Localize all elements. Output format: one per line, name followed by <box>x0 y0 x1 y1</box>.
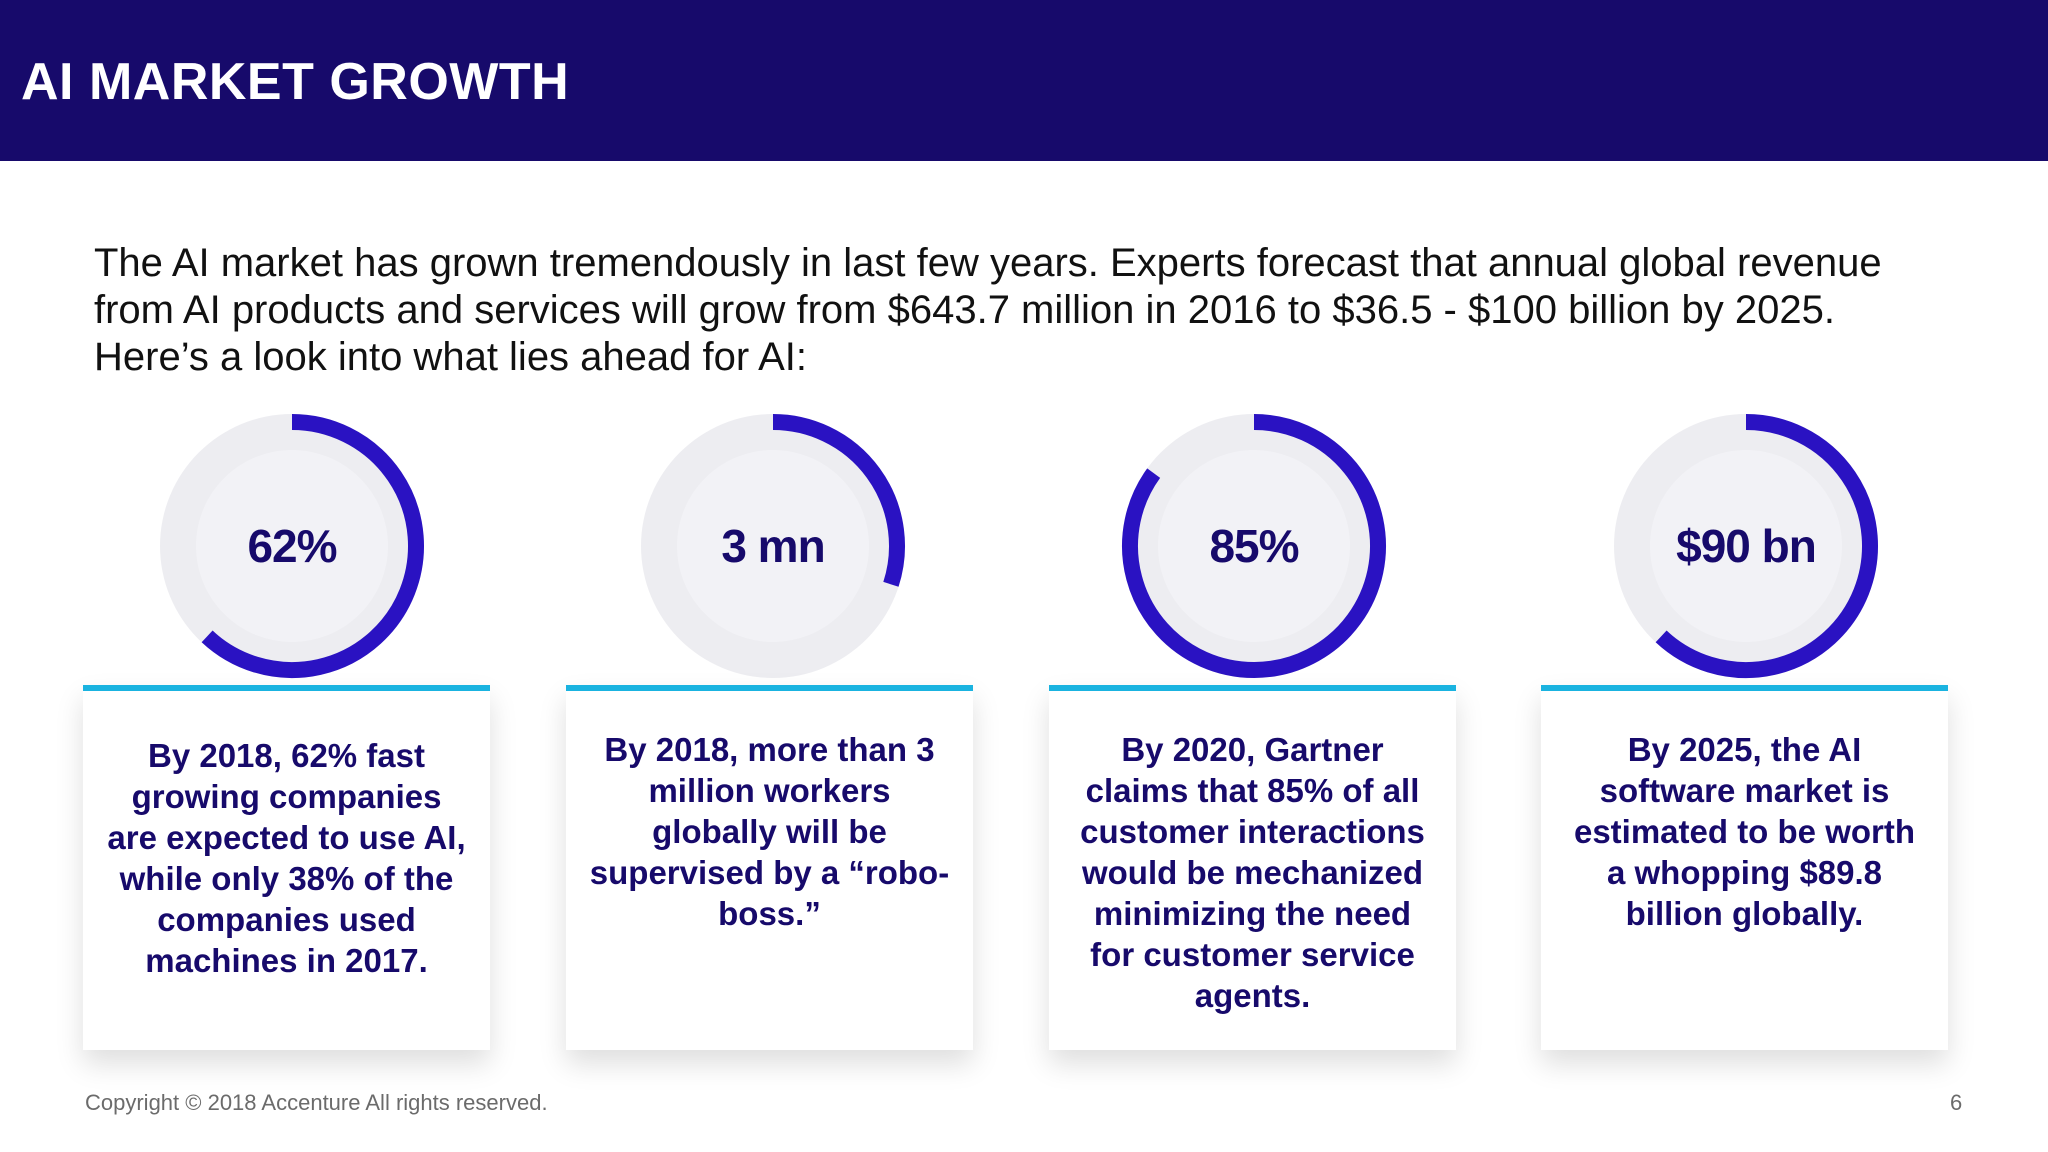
stat-description: By 2018, more than 3 million workers glo… <box>589 731 950 932</box>
ring-chart <box>1122 414 1386 678</box>
stat-column-3: 85% By 2020, Gartner claims that 85% of … <box>1049 410 1456 1055</box>
stat-column-2: 3 mn By 2018, more than 3 million worker… <box>566 410 973 1055</box>
ring-progress-arc <box>1122 414 1386 678</box>
ring-progress-arc <box>201 414 424 678</box>
stat-card: By 2020, Gartner claims that 85% of all … <box>1049 685 1456 1050</box>
ring-chart <box>641 414 905 678</box>
stat-description: By 2018, 62% fast growing companies are … <box>107 737 466 979</box>
progress-ring: $90 bn <box>1610 410 1882 682</box>
stat-card: By 2018, more than 3 million workers glo… <box>566 685 973 1050</box>
stat-card: By 2018, 62% fast growing companies are … <box>83 685 490 1050</box>
stat-value: 85% <box>1209 520 1299 572</box>
intro-paragraph: The AI market has grown tremendously in … <box>94 241 1882 379</box>
progress-ring: 62% <box>156 410 428 682</box>
page-number: 6 <box>1950 1090 1963 1115</box>
stat-value: 62% <box>247 520 337 572</box>
ring-inner-disc <box>196 450 388 642</box>
ring-chart <box>1614 414 1878 678</box>
stat-value: 3 mn <box>721 520 825 572</box>
slide-title: AI MARKET GROWTH <box>21 53 570 111</box>
header-bar: AI MARKET GROWTH <box>0 0 2048 161</box>
ring-progress-arc <box>772 414 905 587</box>
stat-description: By 2020, Gartner claims that 85% of all … <box>1080 731 1425 1014</box>
ring-progress-arc <box>1655 414 1878 678</box>
stat-description: By 2025, the AI software market is estim… <box>1573 731 1916 932</box>
ring-inner-disc <box>1158 450 1350 642</box>
stat-value: $90 bn <box>1676 520 1817 572</box>
stat-card: By 2025, the AI software market is estim… <box>1541 685 1948 1050</box>
ring-inner-disc <box>677 450 869 642</box>
progress-ring: 3 mn <box>637 410 909 682</box>
ring-chart <box>160 414 424 678</box>
ring-inner-disc <box>1650 450 1842 642</box>
copyright-text: Copyright © 2018 Accenture All rights re… <box>85 1090 548 1115</box>
stat-column-4: $90 bn By 2025, the AI software market i… <box>1541 410 1948 1055</box>
progress-ring: 85% <box>1118 410 1390 682</box>
stat-column-1: 62% By 2018, 62% fast growing companies … <box>83 410 490 1055</box>
